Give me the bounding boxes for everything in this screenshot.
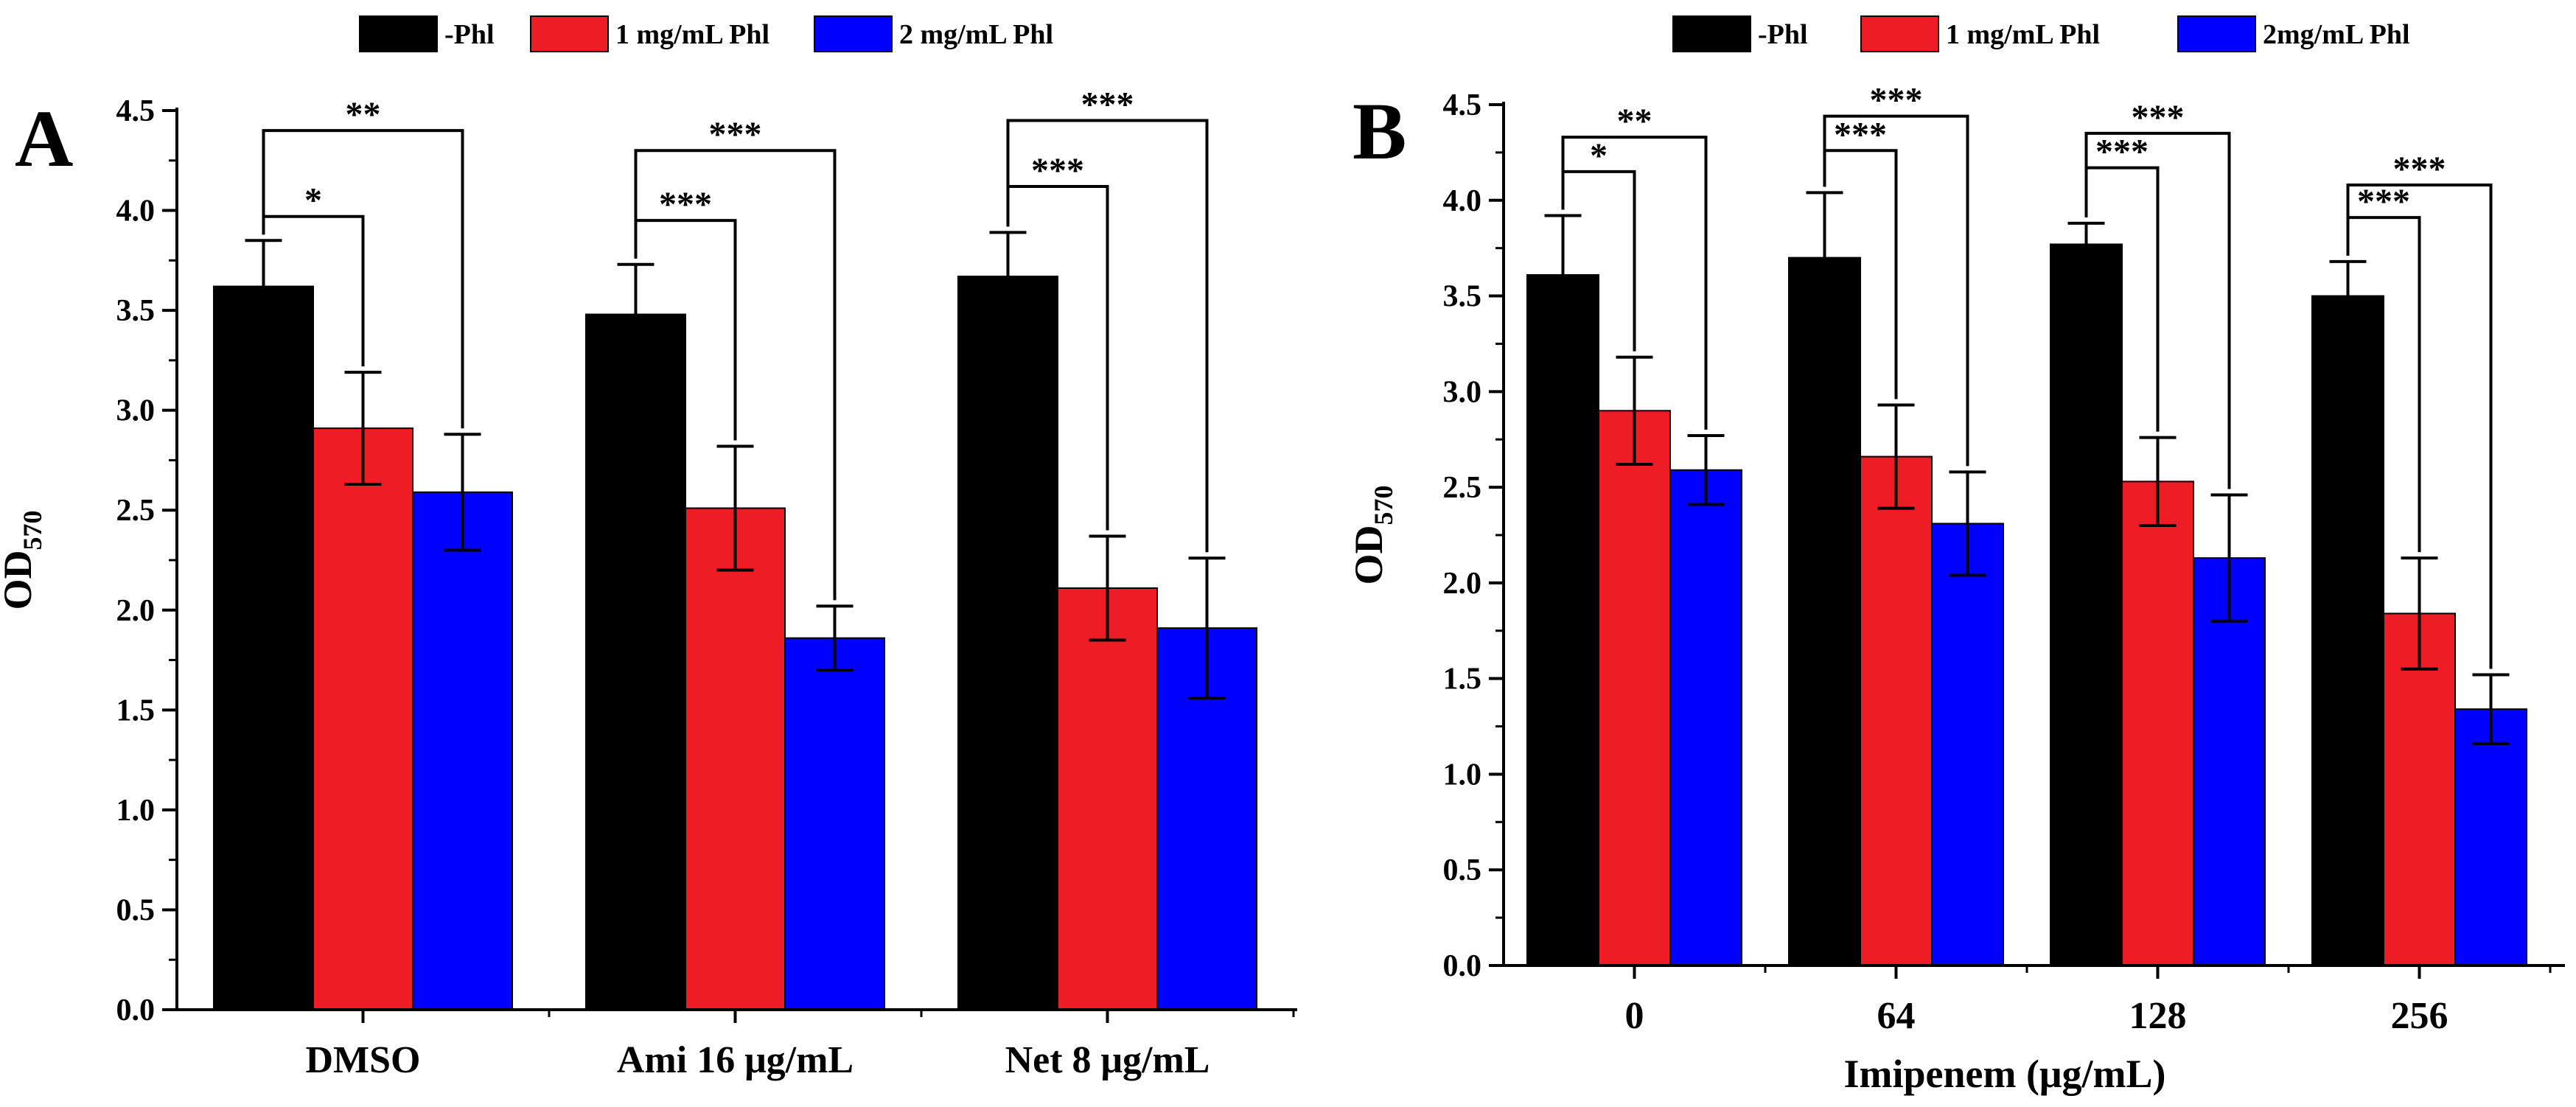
y-tick-label: 2.5: [116, 494, 156, 528]
y-tick-label: 4.0: [116, 195, 156, 228]
bar: [1669, 469, 1742, 966]
legend-label: -Phl: [1758, 19, 1808, 50]
bar: [213, 285, 314, 1011]
significance-bracket: [1006, 119, 1209, 553]
x-tick-label: 256: [2391, 995, 2448, 1037]
bar: [1860, 455, 1933, 966]
significance-bracket: [634, 149, 837, 601]
bar: [2193, 557, 2266, 966]
bar: [1057, 587, 1158, 1010]
significance-label: ***: [1081, 85, 1134, 125]
x-tick-label: 64: [1877, 995, 1916, 1037]
y-axis-label: OD570: [1347, 486, 1398, 585]
legend-swatch: [1860, 15, 1939, 52]
y-tick-label: 0.5: [116, 893, 156, 927]
bar: [685, 507, 786, 1010]
y-tick-label: 1.5: [1443, 663, 1482, 696]
x-tick-label: DMSO: [306, 1039, 421, 1081]
y-tick-label: 3.5: [116, 294, 156, 328]
significance-label: ***: [2357, 182, 2410, 221]
bar: [1788, 256, 1861, 966]
legend-swatch: [1672, 15, 1751, 52]
significance-bracket: [262, 129, 464, 429]
significance-label: ***: [1870, 81, 1923, 120]
x-tick-label: 128: [2129, 995, 2187, 1037]
y-tick-label: 2.0: [1443, 567, 1482, 601]
significance-label: *: [1590, 136, 1608, 175]
significance-label: ***: [2095, 133, 2149, 172]
y-tick-label: 3.5: [1443, 280, 1482, 314]
bar: [1526, 274, 1599, 966]
x-tick-label: Net 8 μg/mL: [1005, 1039, 1210, 1081]
bar: [1598, 410, 1671, 966]
legend-label: 1 mg/mL Phl: [615, 19, 769, 50]
significance-label: ***: [1031, 151, 1084, 190]
legend-swatch: [814, 15, 893, 52]
y-tick-label: 3.0: [1443, 375, 1482, 409]
y-tick-label: 0.0: [116, 993, 156, 1027]
bar: [784, 637, 885, 1010]
bar: [1931, 523, 2004, 966]
significance-bracket: [2346, 184, 2493, 669]
chart-panel-A: -Phl 1 mg/mL Phl 2 mg/mL PhlA*************…: [0, 15, 1297, 1081]
legend-swatch: [530, 15, 609, 52]
y-tick-label: 1.0: [1443, 758, 1482, 792]
y-tick-label: 1.0: [116, 794, 156, 828]
significance-label: *: [304, 181, 322, 220]
legend-swatch: [2177, 15, 2256, 52]
significance-label: ***: [2393, 150, 2446, 189]
legend-label: 2mg/mL Phl: [2263, 19, 2410, 50]
panel-label: B: [1352, 86, 1406, 176]
bar: [585, 313, 686, 1010]
significance-label: ***: [659, 185, 712, 224]
x-tick-label: 0: [1625, 995, 1644, 1037]
significance-bracket: [2084, 131, 2231, 489]
significance-label: ***: [2132, 98, 2185, 137]
bar: [2454, 708, 2527, 966]
panel-label: A: [15, 94, 73, 184]
x-axis-label: Imipenem (μg/mL): [1843, 1052, 2165, 1096]
significance-label: ***: [1834, 115, 1887, 154]
legend-label: -Phl: [444, 19, 495, 50]
bar: [2050, 243, 2123, 966]
significance-label: ***: [709, 115, 762, 154]
bar: [2121, 481, 2194, 966]
y-tick-label: 2.0: [116, 594, 156, 628]
y-tick-label: 2.5: [1443, 471, 1482, 505]
y-tick-label: 4.0: [1443, 184, 1482, 218]
y-tick-label: 4.5: [1443, 88, 1482, 122]
significance-label: **: [346, 95, 381, 134]
y-tick-label: 0.0: [1443, 949, 1482, 983]
y-axis-label: OD570: [0, 511, 47, 610]
y-tick-label: 0.5: [1443, 853, 1482, 887]
y-tick-label: 3.0: [116, 394, 156, 428]
x-tick-label: Ami 16 μg/mL: [617, 1039, 854, 1081]
legend-label: 2 mg/mL Phl: [899, 19, 1053, 50]
bar: [412, 491, 513, 1010]
y-tick-label: 4.5: [116, 94, 156, 128]
significance-label: **: [1617, 102, 1652, 141]
legend-swatch: [359, 15, 438, 52]
bar: [2311, 295, 2384, 966]
y-tick-label: 1.5: [116, 694, 156, 727]
bar: [957, 276, 1058, 1010]
significance-bracket: [1823, 114, 1969, 467]
bar: [313, 427, 413, 1010]
significance-bracket: [1561, 136, 1708, 430]
legend-label: 1 mg/mL Phl: [1946, 19, 2100, 50]
